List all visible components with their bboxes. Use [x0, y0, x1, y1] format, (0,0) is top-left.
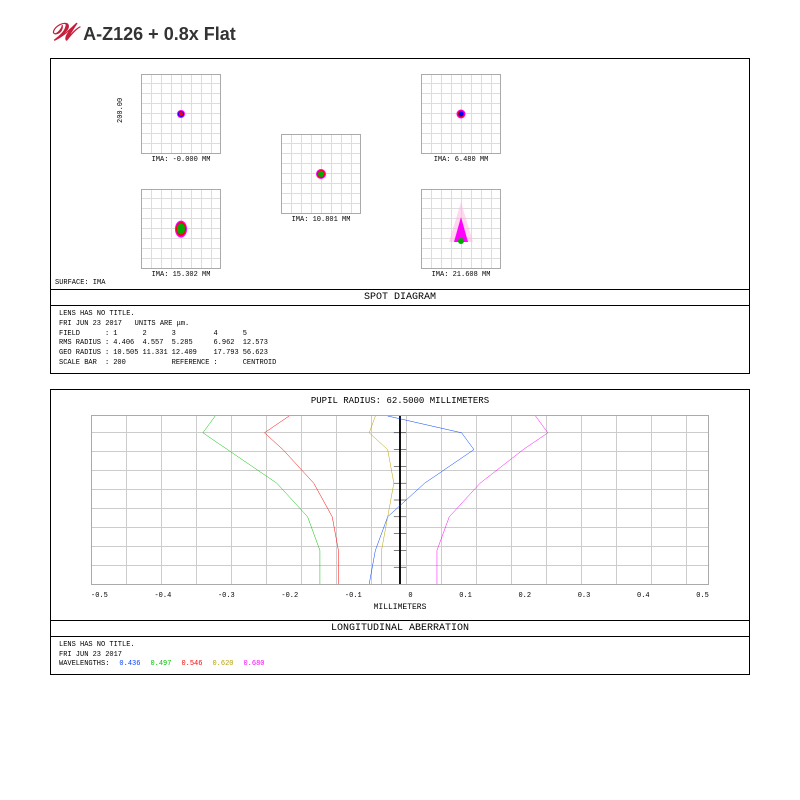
spot-diagram-panel: 200.00 SURFACE: IMA IMA: -0.000 MM IMA: 6… — [50, 58, 750, 374]
cell: CENTROID — [243, 359, 281, 369]
cell: 2 — [142, 330, 171, 340]
xtick: -0.5 — [91, 592, 108, 600]
wavelength-value: 0.620 — [212, 660, 243, 670]
xtick: -0.2 — [281, 592, 298, 600]
spot-data-table: LENS HAS NO TITLE. FRI JUN 23 2017 UNITS… — [51, 305, 749, 373]
surface-label: SURFACE: IMA — [55, 279, 105, 287]
logo: 𝒲 — [50, 20, 75, 48]
spot-section-title: SPOT DIAGRAM — [51, 289, 749, 305]
spot-label: IMA: -0.000 MM — [141, 156, 221, 164]
spot-label: IMA: 6.480 MM — [421, 156, 501, 164]
units: UNITS ARE μm. — [135, 320, 190, 328]
cell: : — [105, 339, 113, 349]
cell: : — [105, 330, 113, 340]
xtick: 0 — [408, 592, 412, 600]
la-area: PUPIL RADIUS: 62.5000 MILLIMETERS -0.5-0… — [51, 390, 749, 620]
date-2: FRI JUN 23 2017 — [59, 651, 741, 661]
xtick: -0.3 — [218, 592, 235, 600]
cell: 11.331 — [142, 349, 171, 359]
la-xlabel: MILLIMETERS — [51, 603, 749, 612]
cell: GEO RADIUS — [59, 349, 105, 359]
spot-cell: IMA: 6.480 MM — [421, 74, 501, 154]
lens-title-2: LENS HAS NO TITLE. — [59, 641, 741, 651]
cell: 56.623 — [243, 349, 281, 359]
cell: 17.793 — [213, 349, 242, 359]
cell: 5 — [243, 330, 281, 340]
date: FRI JUN 23 2017 — [59, 320, 122, 328]
la-panel: PUPIL RADIUS: 62.5000 MILLIMETERS -0.5-0… — [50, 389, 750, 675]
cell: FIELD — [59, 330, 105, 340]
spot-cell: IMA: 21.608 MM — [421, 189, 501, 269]
cell: RMS RADIUS — [59, 339, 105, 349]
cell: 12.409 — [172, 349, 214, 359]
xtick: 0.1 — [459, 592, 472, 600]
cell: 5.285 — [172, 339, 214, 349]
wavelength-value: 0.497 — [150, 660, 181, 670]
cell: 1 — [113, 330, 142, 340]
xtick: 0.3 — [578, 592, 591, 600]
cell: 6.962 — [213, 339, 242, 349]
wavelength-value: 0.546 — [181, 660, 212, 670]
wavelength-value: 0.436 — [119, 660, 150, 670]
cell — [142, 359, 171, 369]
scale-bar-label: 200.00 — [117, 98, 125, 123]
wavelength-value: 0.680 — [243, 660, 274, 670]
cell: 4.406 — [113, 339, 142, 349]
header: 𝒲 A-Z126 + 0.8x Flat — [50, 20, 750, 48]
spot-label: IMA: 21.608 MM — [421, 271, 501, 279]
spot-cell: IMA: 15.302 MM — [141, 189, 221, 269]
cell: 12.573 — [243, 339, 281, 349]
cell: : — [105, 359, 113, 369]
spot-area: 200.00 SURFACE: IMA IMA: -0.000 MM IMA: 6… — [51, 59, 749, 289]
cell: 4.557 — [142, 339, 171, 349]
cell: SCALE BAR — [59, 359, 105, 369]
cell: : — [213, 359, 242, 369]
la-data-table: LENS HAS NO TITLE. FRI JUN 23 2017 WAVEL… — [51, 636, 749, 674]
xtick: 0.4 — [637, 592, 650, 600]
cell: : — [105, 349, 113, 359]
spot-label: IMA: 15.302 MM — [141, 271, 221, 279]
cell: 10.505 — [113, 349, 142, 359]
spot-cell: IMA: 10.801 MM — [281, 134, 361, 214]
xtick: -0.1 — [345, 592, 362, 600]
xtick: 0.5 — [696, 592, 709, 600]
cell: 200 — [113, 359, 142, 369]
la-plot — [91, 415, 709, 585]
xtick: -0.4 — [154, 592, 171, 600]
wl-label: WAVELENGTHS: — [59, 660, 119, 670]
spot-cell: IMA: -0.000 MM — [141, 74, 221, 154]
pupil-label: PUPIL RADIUS: 62.5000 MILLIMETERS — [51, 390, 749, 406]
page-title: A-Z126 + 0.8x Flat — [83, 24, 236, 45]
la-xticks: -0.5 -0.4 -0.3 -0.2 -0.1 0 0.1 0.2 0.3 0.4 0.5 — [91, 592, 709, 600]
cell: 4 — [213, 330, 242, 340]
cell: 3 — [172, 330, 214, 340]
xtick: 0.2 — [518, 592, 531, 600]
cell: REFERENCE — [172, 359, 214, 369]
la-section-title: LONGITUDINAL ABERRATION — [51, 620, 749, 636]
lens-title: LENS HAS NO TITLE. — [59, 310, 741, 320]
spot-label: IMA: 10.801 MM — [281, 216, 361, 224]
